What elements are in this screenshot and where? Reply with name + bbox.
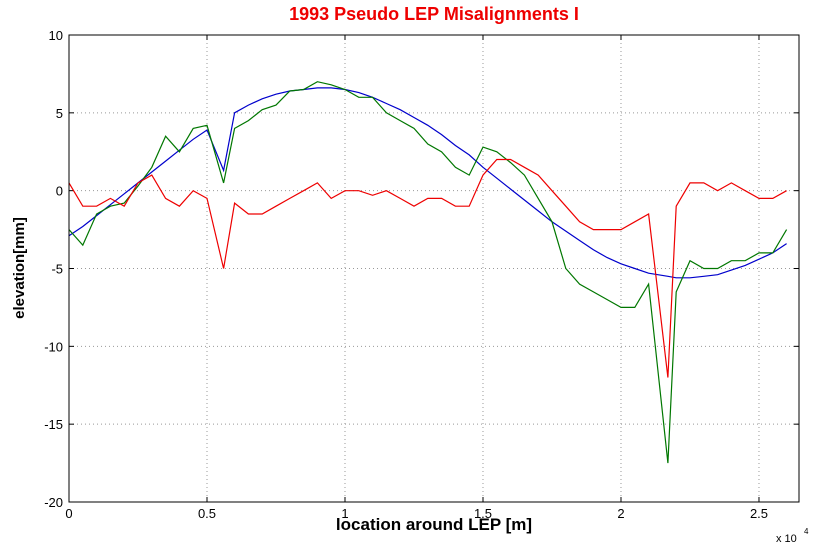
x-tick-label: 1	[341, 506, 348, 521]
x-multiplier-exponent: 4	[804, 527, 809, 536]
series-line	[68, 81, 788, 464]
series-line	[68, 87, 787, 279]
y-axis-label: elevation[mm]	[11, 217, 28, 319]
y-tick-label: 5	[56, 106, 63, 121]
y-tick-label: 0	[56, 184, 63, 199]
series-line	[68, 158, 787, 378]
y-tick-label: -5	[51, 262, 63, 277]
y-tick-label: -20	[44, 495, 63, 510]
x-axis-label: location around LEP [m]	[336, 515, 532, 534]
x-multiplier: x 10	[776, 533, 797, 545]
y-tick-label: -15	[44, 417, 63, 432]
y-tick-label: 10	[49, 28, 63, 43]
chart-title: 1993 Pseudo LEP Misalignments I	[289, 4, 579, 24]
x-tick-label: 1.5	[474, 506, 492, 521]
x-tick-label: 0.5	[198, 506, 216, 521]
y-tick-label: -10	[44, 339, 63, 354]
x-tick-label: 2.5	[750, 506, 768, 521]
x-tick-label: 0	[65, 506, 72, 521]
x-tick-label: 2	[617, 506, 624, 521]
plot-frame	[68, 34, 800, 503]
